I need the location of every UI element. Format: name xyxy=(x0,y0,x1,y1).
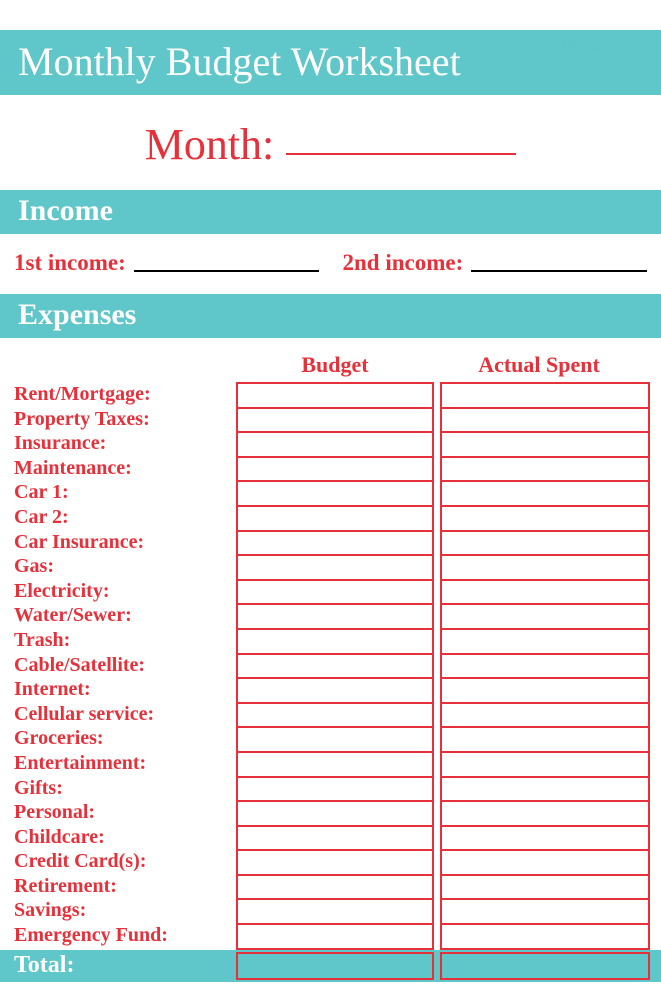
actual-cell[interactable] xyxy=(442,458,648,483)
total-row: Total: xyxy=(0,950,661,982)
expense-row-label: Gas: xyxy=(14,554,236,579)
budget-cell[interactable] xyxy=(238,458,432,483)
actual-cell[interactable] xyxy=(442,851,648,876)
expense-row-label: Rent/Mortgage: xyxy=(14,382,236,407)
budget-cell[interactable] xyxy=(238,384,432,409)
expense-row-label: Property Taxes: xyxy=(14,407,236,432)
expense-row-label: Entertainment: xyxy=(14,751,236,776)
actual-cell[interactable] xyxy=(442,630,648,655)
actual-column-header: Actual Spent xyxy=(434,352,644,378)
budget-cells-column xyxy=(236,382,434,950)
expense-labels-column: Rent/Mortgage:Property Taxes:Insurance:M… xyxy=(14,382,236,950)
budget-cell[interactable] xyxy=(238,409,432,434)
budget-cell[interactable] xyxy=(238,605,432,630)
actual-cell[interactable] xyxy=(442,704,648,729)
actual-cell[interactable] xyxy=(442,532,648,557)
expenses-content: Budget Actual Spent Rent/Mortgage:Proper… xyxy=(0,338,661,950)
expense-row-label: Savings: xyxy=(14,898,236,923)
expense-row-label: Car 1: xyxy=(14,480,236,505)
first-income-group: 1st income: xyxy=(14,250,319,276)
actual-cell[interactable] xyxy=(442,556,648,581)
column-headers: Budget Actual Spent xyxy=(14,352,651,378)
actual-cell[interactable] xyxy=(442,679,648,704)
actual-cells-column xyxy=(440,382,650,950)
first-income-input-line[interactable] xyxy=(134,270,319,272)
watermark-text: vivaveltoro.com xyxy=(536,34,651,55)
second-income-input-line[interactable] xyxy=(471,270,647,272)
expense-row-label: Internet: xyxy=(14,677,236,702)
expense-row-label: Car Insurance: xyxy=(14,530,236,555)
budget-cell[interactable] xyxy=(238,581,432,606)
budget-cell[interactable] xyxy=(238,532,432,557)
budget-cell[interactable] xyxy=(238,851,432,876)
actual-cell[interactable] xyxy=(442,507,648,532)
actual-cell[interactable] xyxy=(442,728,648,753)
actual-cell[interactable] xyxy=(442,753,648,778)
second-income-label: 2nd income: xyxy=(343,250,464,276)
header-spacer xyxy=(14,352,236,378)
budget-cell[interactable] xyxy=(238,704,432,729)
budget-cell[interactable] xyxy=(238,507,432,532)
budget-cell[interactable] xyxy=(238,728,432,753)
expense-row-label: Childcare: xyxy=(14,825,236,850)
budget-cell[interactable] xyxy=(238,655,432,680)
income-row: 1st income: 2nd income: xyxy=(0,234,661,294)
expense-row-label: Trash: xyxy=(14,628,236,653)
total-label: Total: xyxy=(0,952,236,979)
actual-cell[interactable] xyxy=(442,900,648,925)
budget-cell[interactable] xyxy=(238,630,432,655)
expenses-section-header: Expenses xyxy=(0,294,661,338)
actual-cell[interactable] xyxy=(442,409,648,434)
expense-row-label: Credit Card(s): xyxy=(14,849,236,874)
budget-cell[interactable] xyxy=(238,925,432,950)
actual-cell[interactable] xyxy=(442,802,648,827)
expense-row-label: Cable/Satellite: xyxy=(14,653,236,678)
actual-cell[interactable] xyxy=(442,433,648,458)
actual-cell[interactable] xyxy=(442,925,648,950)
month-label: Month: xyxy=(145,120,275,169)
actual-cell[interactable] xyxy=(442,384,648,409)
budget-cell[interactable] xyxy=(238,900,432,925)
budget-cell[interactable] xyxy=(238,556,432,581)
expense-row-label: Gifts: xyxy=(14,776,236,801)
expense-row-label: Car 2: xyxy=(14,505,236,530)
expense-row-label: Retirement: xyxy=(14,874,236,899)
budget-cell[interactable] xyxy=(238,753,432,778)
actual-cell[interactable] xyxy=(442,876,648,901)
budget-column-header: Budget xyxy=(236,352,434,378)
first-income-label: 1st income: xyxy=(14,250,126,276)
actual-cell[interactable] xyxy=(442,605,648,630)
expense-row-label: Groceries: xyxy=(14,726,236,751)
income-section-header: Income xyxy=(0,190,661,234)
expense-row-label: Electricity: xyxy=(14,579,236,604)
expense-row-label: Personal: xyxy=(14,800,236,825)
budget-cell[interactable] xyxy=(238,433,432,458)
expense-row-label: Insurance: xyxy=(14,431,236,456)
budget-cell[interactable] xyxy=(238,827,432,852)
expense-row-label: Emergency Fund: xyxy=(14,923,236,948)
actual-cell[interactable] xyxy=(442,827,648,852)
budget-cell[interactable] xyxy=(238,802,432,827)
actual-cell[interactable] xyxy=(442,778,648,803)
expense-row-label: Maintenance: xyxy=(14,456,236,481)
budget-cell[interactable] xyxy=(238,778,432,803)
expense-row-label: Cellular service: xyxy=(14,702,236,727)
month-input-line[interactable] xyxy=(286,151,516,155)
month-row: Month: xyxy=(0,95,661,190)
budget-cell[interactable] xyxy=(238,876,432,901)
actual-cell[interactable] xyxy=(442,581,648,606)
actual-cell[interactable] xyxy=(442,482,648,507)
expense-row-label: Water/Sewer: xyxy=(14,603,236,628)
actual-cell[interactable] xyxy=(442,655,648,680)
second-income-group: 2nd income: xyxy=(343,250,648,276)
budget-cell[interactable] xyxy=(238,679,432,704)
total-actual-cell[interactable] xyxy=(440,952,650,980)
budget-cell[interactable] xyxy=(238,482,432,507)
total-budget-cell[interactable] xyxy=(236,952,434,980)
expense-grid: Rent/Mortgage:Property Taxes:Insurance:M… xyxy=(14,382,651,950)
